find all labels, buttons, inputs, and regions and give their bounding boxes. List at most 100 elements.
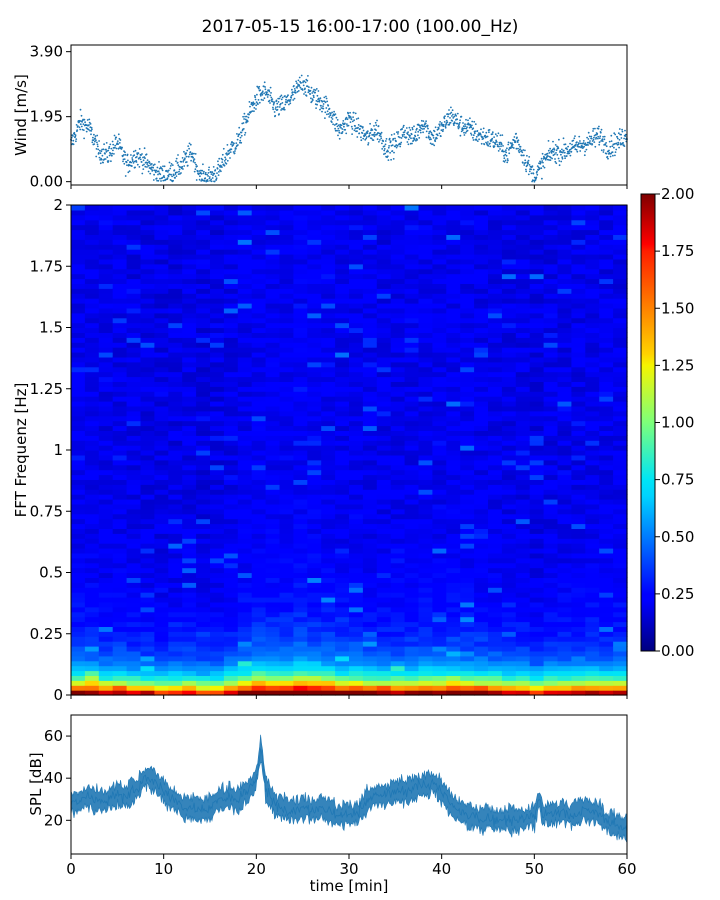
spectrogram-cell (362, 376, 378, 382)
spectrogram-cell (376, 597, 392, 603)
spectrogram-cell (293, 557, 308, 564)
spectrogram-cell (279, 533, 294, 539)
spectrogram-cell (474, 592, 489, 598)
spectrogram-cell (182, 567, 197, 574)
spectrogram-cell (404, 244, 420, 250)
wind-point (564, 143, 567, 146)
spectrogram-cell (84, 435, 100, 441)
spectrogram-cell (501, 611, 517, 618)
spectrogram-cell (307, 552, 322, 559)
spectrogram-cell (251, 631, 267, 637)
spectrogram-cell (168, 312, 183, 319)
spectrogram-cell (501, 342, 517, 348)
spectrogram-cell (474, 518, 489, 525)
spectrogram-cell (84, 533, 100, 539)
wind-point (349, 116, 352, 119)
spectrogram-cell (293, 219, 308, 226)
spectrogram-cell (488, 523, 503, 529)
wind-point (456, 122, 459, 125)
spectrogram-cell (154, 616, 169, 623)
spectrogram-cell (223, 249, 239, 255)
spectrogram-cell (168, 597, 183, 603)
spectrogram-cell (488, 675, 503, 681)
spectrogram-cell (390, 646, 406, 652)
wind-point (90, 130, 93, 132)
wind-point (110, 160, 112, 163)
spectrogram-cell (112, 650, 128, 657)
spectrogram-cell (279, 479, 294, 485)
spectrogram-cell (390, 631, 406, 637)
spectrogram-cell (265, 665, 281, 672)
spectrogram-cell (84, 459, 100, 466)
spectrogram-cell (223, 469, 239, 476)
wind-point (421, 125, 424, 128)
spectrogram-cell (71, 366, 86, 373)
spectrogram-cell (321, 445, 336, 451)
spectrogram-cell (349, 557, 364, 564)
spectrogram-cell (251, 258, 267, 265)
wind-point (338, 137, 341, 140)
spectrogram-cell (390, 234, 406, 240)
spectrogram-cell (488, 391, 503, 397)
spectrogram-cell (376, 513, 392, 520)
spectrogram-cell (307, 592, 322, 598)
spectrogram-cell (432, 572, 447, 578)
spectrogram-cell (223, 405, 239, 412)
spectrogram-cell (349, 562, 364, 569)
spectrogram-cell (126, 611, 142, 618)
spectrogram-cell (404, 322, 420, 329)
spectrogram-cell (126, 646, 142, 652)
spectrogram-cell (182, 440, 197, 446)
spectrogram-cell (140, 307, 155, 314)
spectrogram-cell (279, 670, 294, 676)
spectrogram-cell (168, 499, 183, 505)
spectrogram-cell (279, 219, 294, 226)
spectrogram-cell (84, 440, 100, 446)
spectrogram-cell (349, 386, 364, 392)
spectrogram-cell (84, 611, 100, 618)
spectrogram-cell (84, 450, 100, 456)
spectrogram-cell (321, 655, 336, 662)
spectrogram-cell (418, 680, 433, 686)
wind-point (592, 130, 594, 132)
spectrogram-cell (168, 420, 183, 427)
spectrogram-cell (182, 479, 197, 485)
spectrogram-cell (112, 239, 128, 245)
spectrogram-cell (84, 224, 100, 231)
spectrogram-cell (390, 229, 406, 235)
wind-point (552, 140, 554, 143)
spectrogram-cell (154, 538, 169, 544)
wind-point (72, 143, 75, 146)
spectrogram-cell (168, 307, 183, 314)
spectrogram-cell (446, 650, 461, 657)
spectrogram-cell (474, 508, 489, 515)
spectrogram-cell (293, 317, 308, 324)
spectrogram-cell (265, 636, 281, 642)
spectrogram-cell (71, 626, 86, 632)
wind-point (226, 154, 229, 156)
spectrogram-cell (182, 459, 197, 466)
wind-point (544, 158, 547, 161)
spectrogram-cell (112, 538, 128, 544)
wind-point (123, 150, 125, 153)
spectrogram-cell (376, 577, 392, 583)
spectrogram-cell (168, 567, 183, 574)
spectrogram-cell (335, 244, 350, 250)
wind-point (413, 138, 416, 141)
spectrogram-cell (307, 469, 322, 476)
spectrogram-cell (84, 592, 100, 598)
wind-point (403, 131, 406, 134)
spectrogram-cell (154, 626, 169, 632)
spectrogram-cell (84, 650, 100, 657)
wind-point (222, 147, 225, 150)
spectrogram-cell (84, 445, 100, 451)
spectrogram-cell (265, 660, 281, 667)
spectrogram-cell (501, 508, 517, 515)
spectrogram-cell (237, 528, 253, 534)
spectrogram-cell (71, 660, 86, 667)
spectrogram-cell (168, 557, 183, 564)
spectrogram-cell (223, 327, 239, 333)
spectrogram-cell (210, 606, 225, 613)
spectrogram-cell (501, 670, 517, 676)
wind-point (137, 152, 140, 155)
